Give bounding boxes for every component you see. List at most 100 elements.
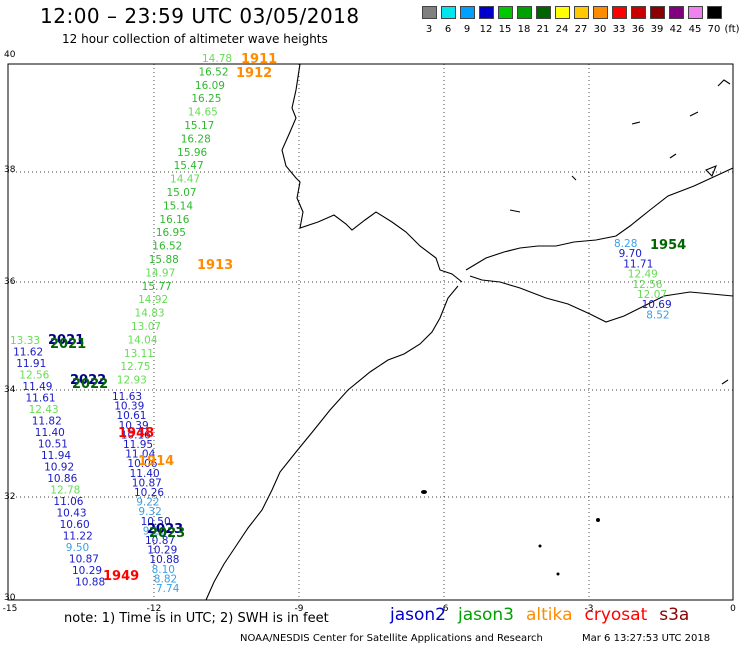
wave-height-label: 11.94	[41, 450, 71, 462]
longitude-label: -6	[440, 604, 449, 614]
wave-height-label: 10.29	[147, 545, 177, 557]
legend-swatch	[536, 6, 551, 19]
generation-timestamp: Mar 6 13:27:53 UTC 2018	[582, 633, 711, 644]
track-time-label: 2021	[48, 333, 84, 348]
mission-legend-item: s3a	[659, 605, 690, 625]
mission-legend: jason2 jason3 altika cryosat s3a	[390, 605, 701, 625]
wave-height-label: 7.74	[156, 583, 180, 595]
longitude-label: -12	[147, 604, 162, 614]
track-time-label: 1912	[236, 66, 272, 81]
wave-height-label: 10.87	[132, 477, 162, 489]
wave-height-label: 10.69	[642, 299, 672, 311]
wave-height-label: 14.92	[138, 294, 168, 306]
wave-height-label: 11.95	[123, 439, 153, 451]
wave-height-label: 15.14	[163, 200, 193, 212]
longitude-label: -9	[295, 604, 304, 614]
wave-height-label: 14.78	[202, 53, 232, 65]
legend-label: 70	[707, 24, 721, 35]
wave-height-label: 12.43	[29, 404, 59, 416]
legend-swatch	[688, 6, 703, 19]
wave-height-label: 8.28	[614, 238, 637, 250]
legend-swatch	[498, 6, 513, 19]
credit-text: NOAA/NESDIS Center for Satellite Applica…	[240, 633, 543, 644]
wave-height-label: 14.47	[170, 174, 200, 186]
wave-height-label: 10.61	[116, 410, 146, 422]
wave-height-label: 10.39	[114, 401, 144, 413]
legend-label: 27	[574, 24, 588, 35]
latitude-label: 40	[4, 50, 16, 60]
graticule	[8, 64, 733, 600]
wave-height-label: 15.17	[184, 120, 214, 132]
wave-height-label: 9.32	[138, 506, 161, 518]
wave-height-label: 16.09	[195, 80, 225, 92]
wave-height-label: 10.87	[69, 554, 99, 566]
wave-height-label: 16.16	[159, 214, 189, 226]
wave-height-label: 10.29	[72, 565, 102, 577]
longitude-labels: -15 -12 -9 -6 -3 0	[3, 604, 736, 614]
mission-legend-item: jason2	[390, 605, 446, 625]
wave-height-label: 10.92	[44, 462, 74, 474]
legend-swatch	[422, 6, 437, 19]
track-time-label: 2022	[72, 377, 108, 392]
track-time-label: 1911	[241, 52, 277, 67]
wave-height-label: 11.40	[35, 427, 65, 439]
wave-height-label: 11.04	[125, 449, 155, 461]
wave-height-label: 13.33	[10, 335, 40, 347]
legend-label: 12	[479, 24, 493, 35]
wave-height-label: 16.95	[156, 227, 186, 239]
wave-height-label: 9.70	[619, 248, 642, 260]
wave-height-label: 10.88	[75, 577, 105, 589]
latitude-label: 30	[4, 593, 16, 603]
wave-height-label: 15.96	[177, 147, 207, 159]
legend-unit: (ft)	[724, 24, 740, 35]
track-time-label: 1954	[650, 238, 686, 253]
legend-label: 15	[498, 24, 512, 35]
latitude-label: 34	[4, 385, 16, 395]
wave-height-label: 11.71	[623, 258, 653, 270]
wave-height-label: 13.07	[131, 321, 161, 333]
wave-height-label: 14.97	[145, 267, 175, 279]
track-time-label: 2023	[147, 522, 183, 537]
wave-height-label: 11.91	[16, 358, 46, 370]
longitude-label: -3	[585, 604, 594, 614]
wave-height-label: 10.26	[134, 487, 164, 499]
legend-label: 36	[631, 24, 645, 35]
wave-height-label: 15.07	[167, 187, 197, 199]
wave-height-label: 11.49	[22, 381, 52, 393]
wave-height-label: 16.52	[198, 66, 228, 78]
legend-swatch	[593, 6, 608, 19]
wave-height-label: 16.25	[191, 93, 221, 105]
coastline	[205, 63, 734, 601]
wave-height-label: 14.04	[127, 334, 157, 346]
wave-height-label: 10.50	[141, 516, 171, 528]
latitude-label: 36	[4, 277, 16, 287]
wave-height-label: 10.39	[119, 420, 149, 432]
map-frame	[7, 63, 734, 601]
track-time-label: 2022	[70, 373, 106, 388]
legend-label: 39	[650, 24, 664, 35]
wave-height-label: 12.07	[637, 289, 667, 301]
wave-height-label: 10.88	[149, 554, 179, 566]
wave-height-label: 14.65	[188, 107, 218, 119]
wave-height-label: 14.83	[135, 308, 165, 320]
latitude-label: 32	[4, 492, 15, 502]
wave-height-label: 12.93	[117, 375, 147, 387]
track-time-label: 1949	[103, 569, 139, 584]
footer-note: note: 1) Time is in UTC; 2) SWH is in fe…	[64, 611, 329, 626]
wave-height-label: 10.51	[38, 439, 68, 451]
wave-height-label: 12.78	[50, 485, 80, 497]
wave-height-label: 9.26	[143, 525, 167, 537]
legend-label: 9	[463, 24, 471, 35]
wave-height-label: 11.22	[63, 531, 93, 543]
mission-legend-item: altika	[526, 605, 573, 625]
wave-height-label: 16.28	[181, 133, 211, 145]
mission-legend-item: cryosat	[584, 605, 648, 625]
legend-swatch	[707, 6, 722, 19]
wave-height-label: 10.06	[127, 458, 157, 470]
longitude-label: -15	[3, 604, 18, 614]
wave-height-label: 16.52	[152, 241, 182, 253]
legend-swatch	[631, 6, 646, 19]
legend-label: 45	[688, 24, 702, 35]
